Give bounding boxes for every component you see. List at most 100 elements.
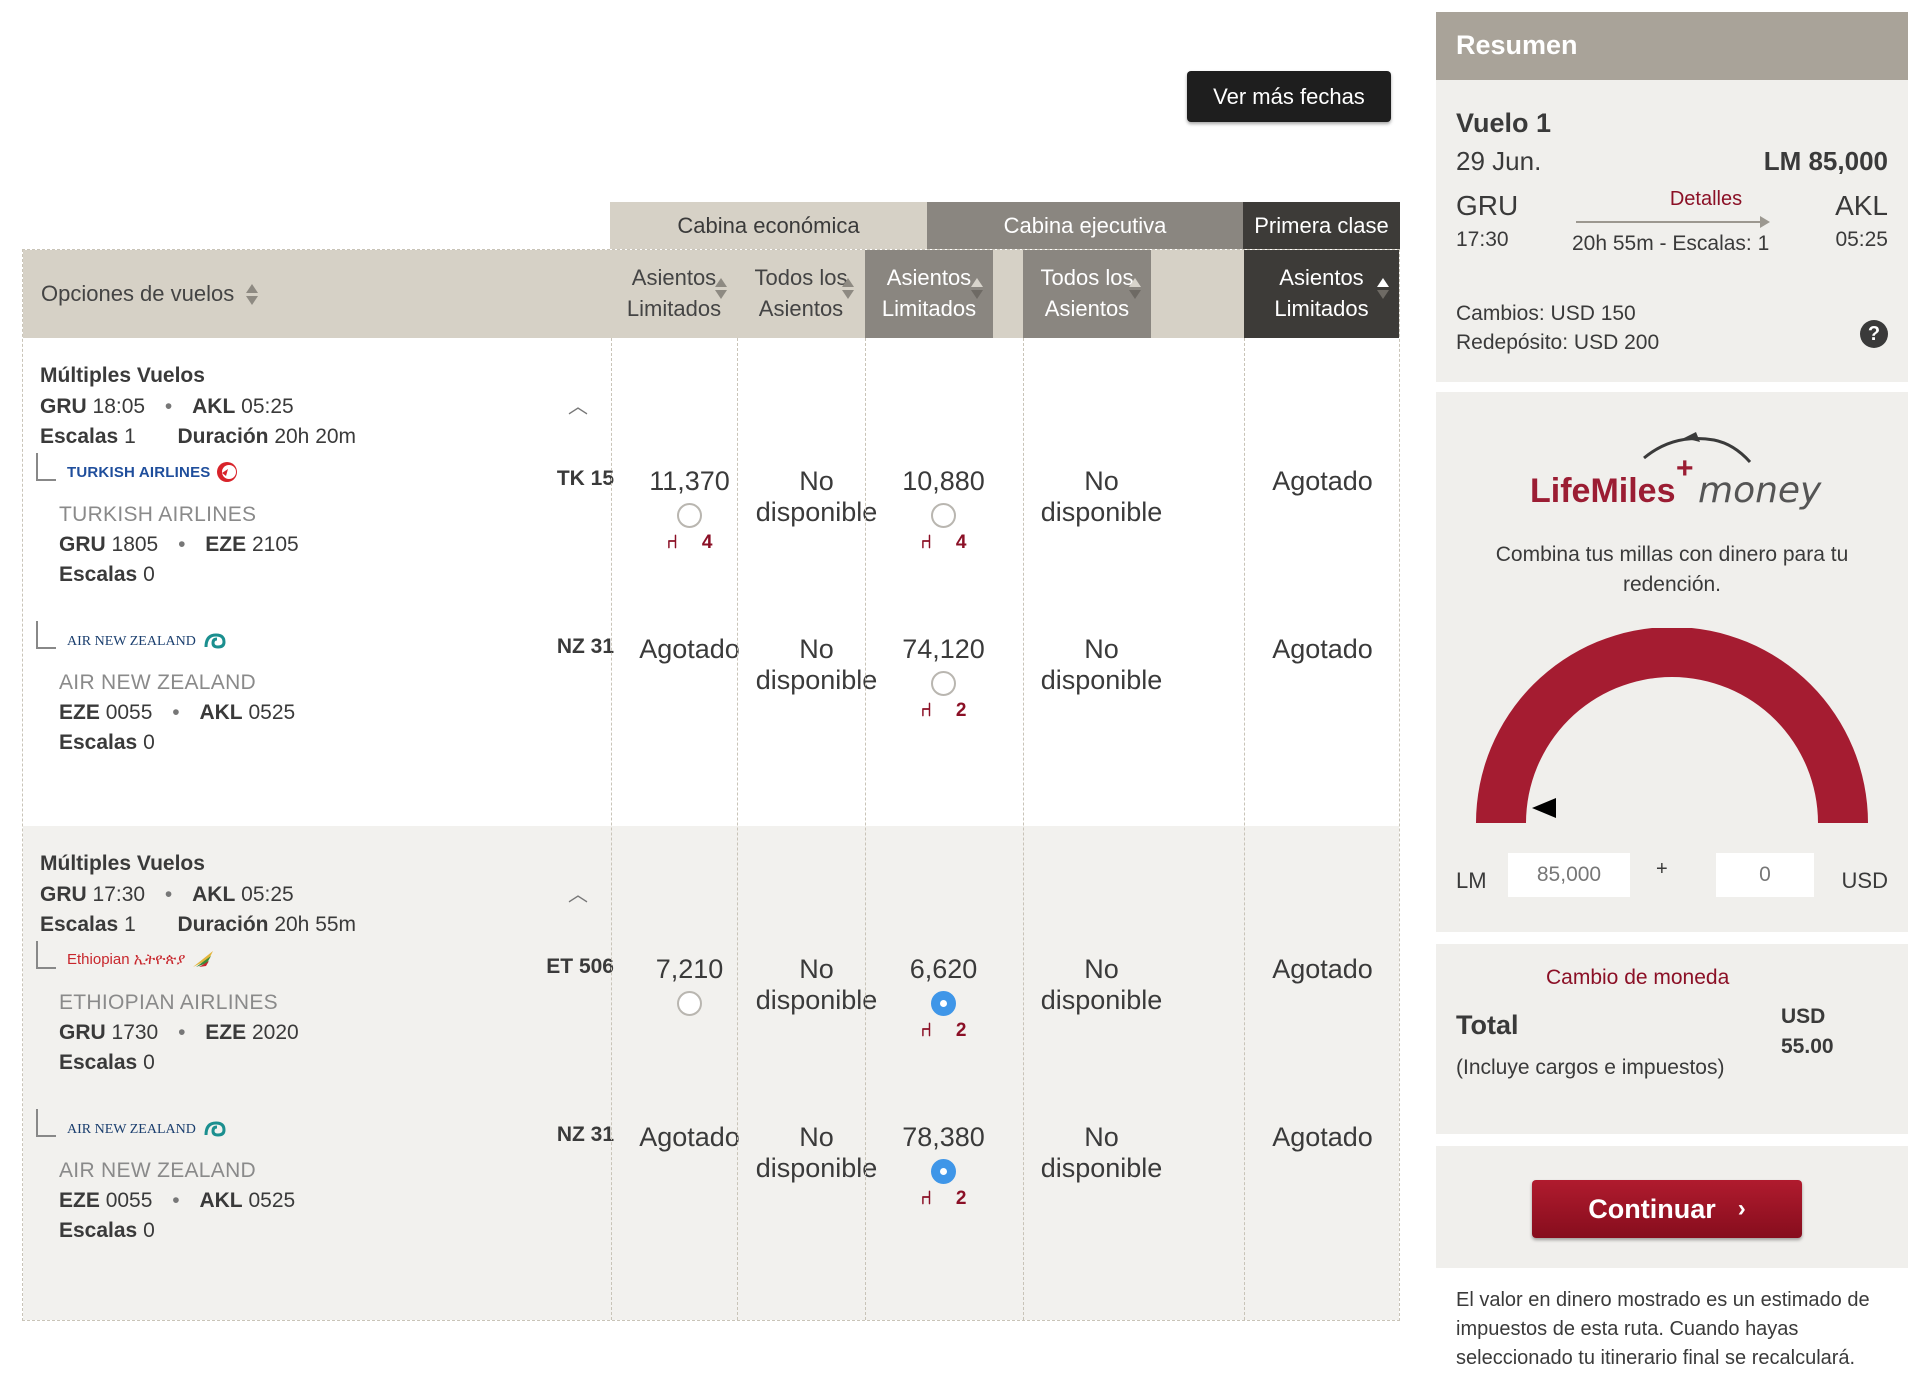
group-duration: 20h 55m xyxy=(274,913,357,936)
seats-count: 4 xyxy=(955,532,967,554)
cabin-first-header: Primera clase xyxy=(1243,202,1400,249)
flight-number: TK 15 xyxy=(556,467,614,490)
summary-arrival-time: 05:25 xyxy=(1835,228,1888,251)
usd-label: USD xyxy=(1841,868,1888,893)
fare-cell: No disponible xyxy=(738,1122,895,1184)
group-route: GRU 17:30 • AKL 05:25 xyxy=(40,883,294,907)
col-label-line2: Limitados xyxy=(881,296,977,321)
group-duration-label: Duración xyxy=(177,425,269,448)
more-dates-button[interactable]: Ver más fechas xyxy=(1187,71,1391,122)
sort-flight-options[interactable]: Opciones de vuelos xyxy=(41,250,259,338)
koru-icon xyxy=(204,633,226,649)
col-label-line1: Asientos xyxy=(631,265,717,291)
group-route: GRU 18:05 • AKL 05:25 xyxy=(40,395,294,419)
flight-date: 29 Jun. xyxy=(1456,146,1542,176)
sort-icon[interactable] xyxy=(715,278,727,299)
logo-money-text: money xyxy=(1698,470,1822,511)
dot-separator: • xyxy=(178,1021,186,1044)
group-title: Múltiples Vuelos xyxy=(40,852,205,875)
miles-input[interactable] xyxy=(1508,853,1630,897)
fare-radio[interactable] xyxy=(931,503,956,529)
group-origin: GRU xyxy=(40,395,87,418)
details-link[interactable]: Detalles xyxy=(1669,188,1743,210)
fare-status: No disponible xyxy=(755,954,878,1016)
fare-cell: Agotado xyxy=(1244,634,1401,665)
collapse-caret-icon[interactable]: ︿ xyxy=(568,396,588,418)
fare-cell: 78,380 ⑁ 2 xyxy=(865,1122,1022,1210)
col-economy-limited[interactable]: Asientos Limitados xyxy=(611,250,737,338)
col-economy-all[interactable]: Todos los Asientos xyxy=(738,250,864,338)
dot-separator: • xyxy=(172,701,180,724)
seats-indicator: ⑁ 4 xyxy=(865,532,1022,554)
segment-route: GRU 1805 • EZE 2105 xyxy=(59,533,299,557)
ethiopian-airlines-logo: Ethiopian ኢትዮጵያ xyxy=(67,949,215,969)
fare-status: No disponible xyxy=(1040,466,1163,528)
segment-stops-value: 0 xyxy=(143,563,155,586)
segment-from: EZE xyxy=(59,1189,100,1212)
table-header: Opciones de vuelos Asientos Limitados Tod… xyxy=(23,250,1399,338)
logo-text: TURKISH AIRLINES xyxy=(67,463,211,481)
lifemiles-money-logo: LifeMiles + money xyxy=(1530,432,1822,511)
sort-icon[interactable] xyxy=(246,283,259,305)
group-arrival: 05:25 xyxy=(241,883,294,906)
ethiopian-wing-icon xyxy=(193,951,214,967)
total-note: (Incluye cargos e impuestos) xyxy=(1456,1056,1725,1079)
currency-change-link[interactable]: Cambio de moneda xyxy=(1546,966,1730,989)
fare-radio[interactable] xyxy=(677,991,702,1017)
fare-status: Agotado xyxy=(639,1122,740,1152)
group-duration-label: Duración xyxy=(177,913,269,936)
collapse-caret-icon[interactable]: ︿ xyxy=(568,884,588,906)
flight-segment: Ethiopian ኢትዮጵያ ET 506 ETHIOPIAN AIRLINE… xyxy=(23,941,623,1091)
fare-radio-selected[interactable] xyxy=(931,991,956,1017)
segment-from-time: 0055 xyxy=(105,701,153,724)
flight-number: NZ 31 xyxy=(556,1123,614,1146)
col-executive-limited[interactable]: Asientos Limitados xyxy=(865,250,993,338)
plus-sign: + xyxy=(1656,858,1668,880)
fare-cell: No disponible xyxy=(738,466,895,528)
group-destination: AKL xyxy=(192,883,236,906)
fare-miles: 74,120 xyxy=(902,634,985,664)
col-executive-all[interactable]: Todos los Asientos xyxy=(1023,250,1151,338)
col-first-limited[interactable]: Asientos Limitados xyxy=(1244,250,1399,338)
sort-icon[interactable] xyxy=(971,278,983,299)
miles-money-gauge[interactable] xyxy=(1476,628,1868,838)
continue-panel: Continuar › xyxy=(1436,1146,1908,1268)
fare-radio-selected[interactable] xyxy=(931,1159,956,1185)
fare-radio[interactable] xyxy=(931,671,956,697)
continue-button[interactable]: Continuar › xyxy=(1532,1180,1802,1238)
segment-stops-value: 0 xyxy=(143,1219,155,1242)
fare-miles: 10,880 xyxy=(902,466,985,496)
turkish-emblem-icon xyxy=(217,462,238,482)
usd-input[interactable] xyxy=(1716,853,1814,897)
seats-indicator: ⑁ 2 xyxy=(865,700,1022,722)
flight-segment: AIR NEW ZEALAND NZ 31 AIR NEW ZEALAND EZ… xyxy=(23,1109,623,1259)
fare-radio[interactable] xyxy=(677,503,702,529)
seat-icon: ⑁ xyxy=(920,700,932,722)
sort-icon[interactable] xyxy=(1377,278,1389,299)
cabin-economy-header: Cabina económica xyxy=(610,202,927,249)
group-departure: 18:05 xyxy=(92,395,146,418)
chevron-right-icon: › xyxy=(1737,1195,1746,1222)
sort-icon[interactable] xyxy=(842,278,854,299)
group-stops: 1 xyxy=(124,425,136,448)
fare-cell: Agotado xyxy=(611,1122,768,1153)
koru-icon xyxy=(204,1121,226,1137)
seat-icon: ⑁ xyxy=(920,1020,932,1042)
help-icon[interactable]: ? xyxy=(1860,320,1888,348)
fare-cell: Agotado xyxy=(611,634,768,665)
air-new-zealand-logo: AIR NEW ZEALAND xyxy=(67,1117,228,1143)
group-origin: GRU xyxy=(40,883,87,906)
group-info: Escalas 1 Duración 20h 20m xyxy=(40,425,356,449)
segment-stops-label: Escalas xyxy=(59,1051,138,1074)
fare-status: No disponible xyxy=(1040,954,1163,1016)
segment-route: GRU 1730 • EZE 2020 xyxy=(59,1021,299,1045)
segment-to-time: 2020 xyxy=(251,1021,299,1044)
segment-connector xyxy=(36,941,56,969)
segment-from: GRU xyxy=(59,1021,106,1044)
fare-cell: Agotado xyxy=(1244,954,1401,985)
gauge-handle-icon[interactable] xyxy=(1532,798,1556,818)
fare-status: Agotado xyxy=(639,634,740,664)
airline-name: TURKISH AIRLINES xyxy=(59,503,257,526)
sort-icon[interactable] xyxy=(1129,278,1141,299)
seats-count: 4 xyxy=(701,532,713,554)
